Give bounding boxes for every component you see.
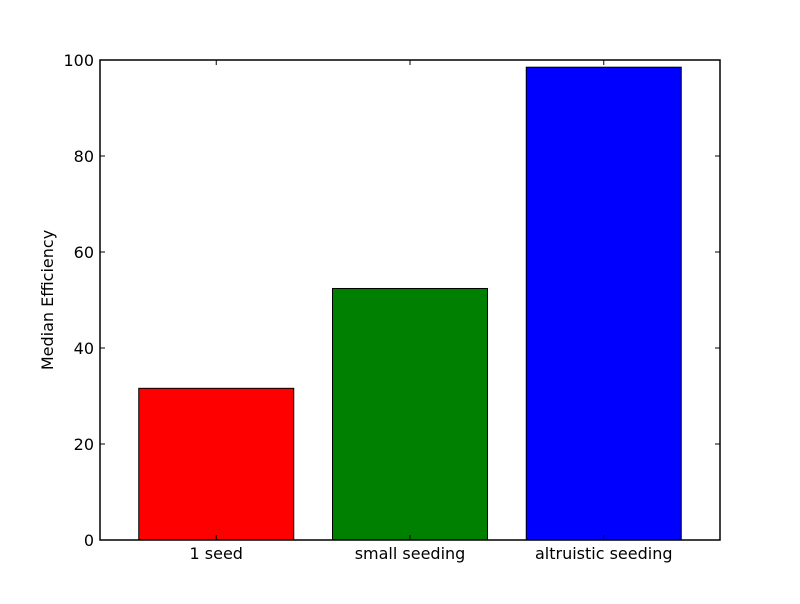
y-tick-label: 80 bbox=[74, 147, 94, 166]
x-tick-label: 1 seed bbox=[190, 544, 243, 563]
bar-2 bbox=[332, 287, 488, 541]
bars-layer bbox=[138, 66, 682, 541]
ticks-layer: 1 seed small seeding altruistic seeding 0 20… bbox=[63, 51, 720, 563]
y-tick-label: 20 bbox=[74, 435, 94, 454]
bar-1 bbox=[138, 387, 295, 541]
y-axis-label: Median Efficiency bbox=[38, 230, 57, 370]
x-tick-label: altruistic seeding bbox=[535, 544, 673, 563]
bar-3 bbox=[525, 66, 682, 541]
y-tick-label: 60 bbox=[74, 243, 94, 262]
y-tick-label: 40 bbox=[74, 339, 94, 358]
axes-frame bbox=[99, 59, 721, 541]
y-tick-label: 100 bbox=[63, 51, 94, 70]
y-tick-label: 0 bbox=[84, 531, 94, 550]
x-tick-label: small seeding bbox=[355, 544, 466, 563]
